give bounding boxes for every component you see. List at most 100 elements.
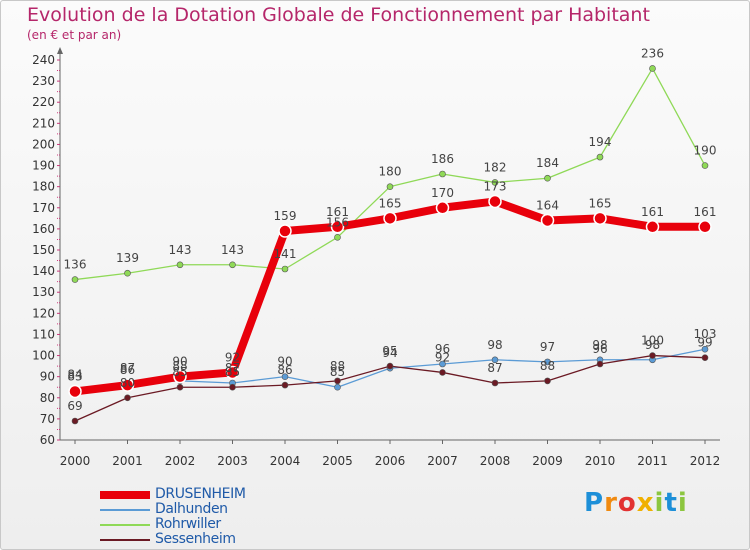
data-label: 92 xyxy=(225,350,240,364)
data-point xyxy=(386,362,394,370)
legend-label: Dalhunden xyxy=(155,501,228,517)
data-point xyxy=(593,211,607,226)
data-point xyxy=(173,369,187,384)
data-point xyxy=(649,352,656,359)
data-label: 136 xyxy=(64,258,87,272)
x-tick-label: 2012 xyxy=(690,454,721,468)
data-point xyxy=(701,162,709,169)
y-tick-label: 160 xyxy=(32,222,55,236)
data-label: 88 xyxy=(330,359,345,373)
y-tick-label: 100 xyxy=(32,349,55,363)
y-tick-label: 190 xyxy=(32,159,55,173)
x-tick-label: 2000 xyxy=(60,454,91,468)
data-label: 180 xyxy=(379,165,402,179)
data-label: 88 xyxy=(540,359,555,373)
legend-swatch xyxy=(100,490,150,499)
data-label: 161 xyxy=(694,205,717,219)
data-label: 186 xyxy=(431,152,454,166)
data-point xyxy=(649,65,656,72)
series-sessenheim xyxy=(71,352,709,425)
y-tick-label: 170 xyxy=(32,201,55,215)
series-drusenheim xyxy=(68,194,712,399)
y-tick-label: 120 xyxy=(32,306,55,320)
x-tick-label: 2006 xyxy=(375,454,406,468)
y-axis-arrow xyxy=(57,47,63,54)
data-label: 170 xyxy=(431,186,454,200)
data-point xyxy=(124,269,131,277)
data-point xyxy=(698,220,712,234)
y-tick-label: 230 xyxy=(32,74,55,88)
x-tick-label: 2001 xyxy=(112,454,143,468)
data-label: 159 xyxy=(274,209,297,223)
y-tick-label: 60 xyxy=(40,433,55,447)
data-label: 96 xyxy=(435,342,450,356)
data-point xyxy=(229,383,236,391)
data-point xyxy=(334,377,341,385)
data-label: 141 xyxy=(274,247,297,261)
data-label: 161 xyxy=(641,205,664,219)
x-tick-label: 2008 xyxy=(480,454,511,468)
data-label: 194 xyxy=(589,135,612,149)
data-point xyxy=(596,360,604,368)
data-label: 99 xyxy=(697,336,712,350)
data-point xyxy=(225,365,240,380)
data-point xyxy=(544,358,551,366)
y-tick-label: 200 xyxy=(32,137,55,151)
chart-subtitle: (en € et par an) xyxy=(27,28,122,42)
proxiti-logo: Proxiti xyxy=(584,488,688,518)
y-tick-label: 220 xyxy=(32,95,55,109)
data-label: 143 xyxy=(221,243,244,257)
data-point xyxy=(439,369,446,376)
data-point xyxy=(596,153,604,161)
data-label: 139 xyxy=(116,251,139,265)
y-tick-label: 240 xyxy=(32,53,55,67)
y-tick-label: 180 xyxy=(32,180,55,194)
data-point xyxy=(701,354,709,361)
data-point xyxy=(645,220,660,234)
data-point xyxy=(281,265,289,273)
data-point xyxy=(229,261,236,269)
data-label: 90 xyxy=(277,355,292,369)
data-point xyxy=(540,213,555,228)
data-point xyxy=(491,179,499,186)
data-point xyxy=(701,345,709,353)
data-label: 87 xyxy=(120,361,135,375)
legend-label: Sessenheim xyxy=(155,531,236,547)
x-tick-label: 2010 xyxy=(585,454,616,468)
data-point xyxy=(439,360,446,368)
data-label: 86 xyxy=(120,363,135,377)
chart-axes: 60 70 80 90 100 110 120 130 140 150 160 170 180 190 20… xyxy=(32,47,720,468)
y-tick-label: 110 xyxy=(32,327,55,341)
data-label: 90 xyxy=(172,355,187,369)
data-label: 85 xyxy=(225,365,240,379)
y-tick-label: 70 xyxy=(40,412,55,426)
data-label: 80 xyxy=(120,376,135,390)
legend-swatch xyxy=(100,523,150,526)
data-label: 96 xyxy=(592,342,607,356)
data-point xyxy=(278,224,292,238)
data-label: 143 xyxy=(169,243,192,257)
data-label: 165 xyxy=(589,196,612,210)
data-label: 98 xyxy=(487,338,502,352)
data-label: 97 xyxy=(540,340,555,354)
data-point xyxy=(488,194,502,209)
data-point xyxy=(120,378,135,392)
data-label: 161 xyxy=(326,205,349,219)
legend-swatch xyxy=(100,508,150,511)
x-tick-label: 2009 xyxy=(532,454,563,468)
data-label: 156 xyxy=(326,215,349,229)
data-point xyxy=(334,383,341,391)
data-point xyxy=(176,383,184,391)
data-label: 94 xyxy=(382,346,397,360)
data-point xyxy=(71,276,79,283)
data-label: 182 xyxy=(484,160,507,174)
data-point xyxy=(435,201,450,215)
x-tick-label: 2003 xyxy=(217,454,248,468)
data-label: 184 xyxy=(536,156,559,170)
x-tick-label: 2004 xyxy=(270,454,301,468)
data-label: 100 xyxy=(641,334,664,348)
data-label: 85 xyxy=(330,365,345,379)
series-layer xyxy=(68,65,712,425)
